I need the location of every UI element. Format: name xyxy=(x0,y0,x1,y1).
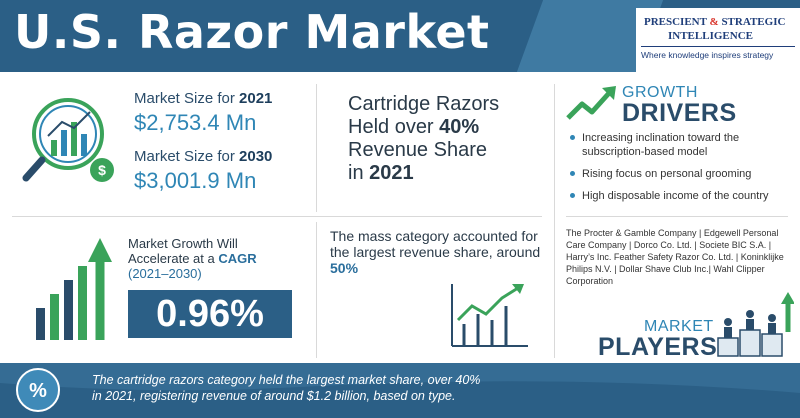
footer-text: The cartridge razors category held the l… xyxy=(92,372,692,404)
magnifier-chart-icon: $ xyxy=(22,98,114,182)
mass-category-text: The mass category accounted for the larg… xyxy=(330,228,541,276)
growth-arrow-icon xyxy=(566,86,616,120)
driver-item: High disposable income of the country xyxy=(570,189,798,203)
divider-v1 xyxy=(316,84,317,212)
logo-line2: INTELLIGENCE xyxy=(668,30,753,42)
market-players-title-bottom: PLAYERS xyxy=(598,333,718,361)
cagr-value: 0.96% xyxy=(128,290,292,338)
market-size-2021-value: $2,753.4 Mn xyxy=(134,110,257,135)
cartridge-line3: Revenue Share xyxy=(348,139,487,161)
line-chart-icon xyxy=(451,284,528,347)
cartridge-line4: in 2021 xyxy=(348,162,414,184)
footer-line1: The cartridge razors category held the l… xyxy=(92,373,481,387)
footer-banner: % The cartridge razors category held the… xyxy=(0,363,800,418)
market-players-list: The Procter & Gamble Company | Edgewell … xyxy=(566,228,784,286)
cartridge-share-text: Cartridge Razors Held over 40% Revenue S… xyxy=(348,93,508,185)
logo-line1: PRESCIENT & STRATEGIC xyxy=(644,16,786,28)
bar-chart-arrow-icon xyxy=(36,238,112,340)
market-growth-line3: (2021–2030) xyxy=(128,266,202,281)
footer-line2: in 2021, registering revenue of around $… xyxy=(92,389,456,403)
driver-item: Rising focus on personal grooming xyxy=(570,167,798,181)
market-size-2030-value: $3,001.9 Mn xyxy=(134,168,257,193)
cartridge-line2: Held over 40% xyxy=(348,116,480,138)
market-growth-text: Market Growth Will Accelerate at a CAGR … xyxy=(128,236,303,281)
divider-v2 xyxy=(316,222,317,358)
divider-h2 xyxy=(566,216,788,217)
market-growth-line1: Market Growth Will xyxy=(128,236,238,251)
svg-text:%: % xyxy=(29,380,47,402)
company-logo: PRESCIENT & STRATEGIC INTELLIGENCE Where… xyxy=(636,8,800,72)
market-size-2021-label: Market Size for 2021 xyxy=(134,90,273,107)
footer-wave xyxy=(0,363,800,393)
growth-drivers-title-top: GROWTH xyxy=(622,84,698,101)
growth-drivers-title-bottom: DRIVERS xyxy=(622,99,737,127)
page-title: U.S. Razor Market xyxy=(14,5,490,59)
divider-v3 xyxy=(554,84,555,358)
logo-rule xyxy=(641,46,795,47)
growth-drivers-list: Increasing inclination toward the subscr… xyxy=(570,131,798,211)
percent-icon: % xyxy=(29,380,47,402)
svg-text:$: $ xyxy=(98,162,106,178)
market-size-2030-label: Market Size for 2030 xyxy=(134,148,273,165)
people-podium-icon xyxy=(717,292,794,357)
driver-item: Increasing inclination toward the subscr… xyxy=(570,131,798,159)
divider-h1 xyxy=(12,216,542,217)
market-players-title-top: MARKET xyxy=(644,318,714,335)
cartridge-line1: Cartridge Razors xyxy=(348,93,500,115)
logo-tagline: Where knowledge inspires strategy xyxy=(641,50,774,60)
market-growth-line2: Accelerate at a CAGR xyxy=(128,251,257,266)
percent-icon-badge: % xyxy=(16,368,60,412)
